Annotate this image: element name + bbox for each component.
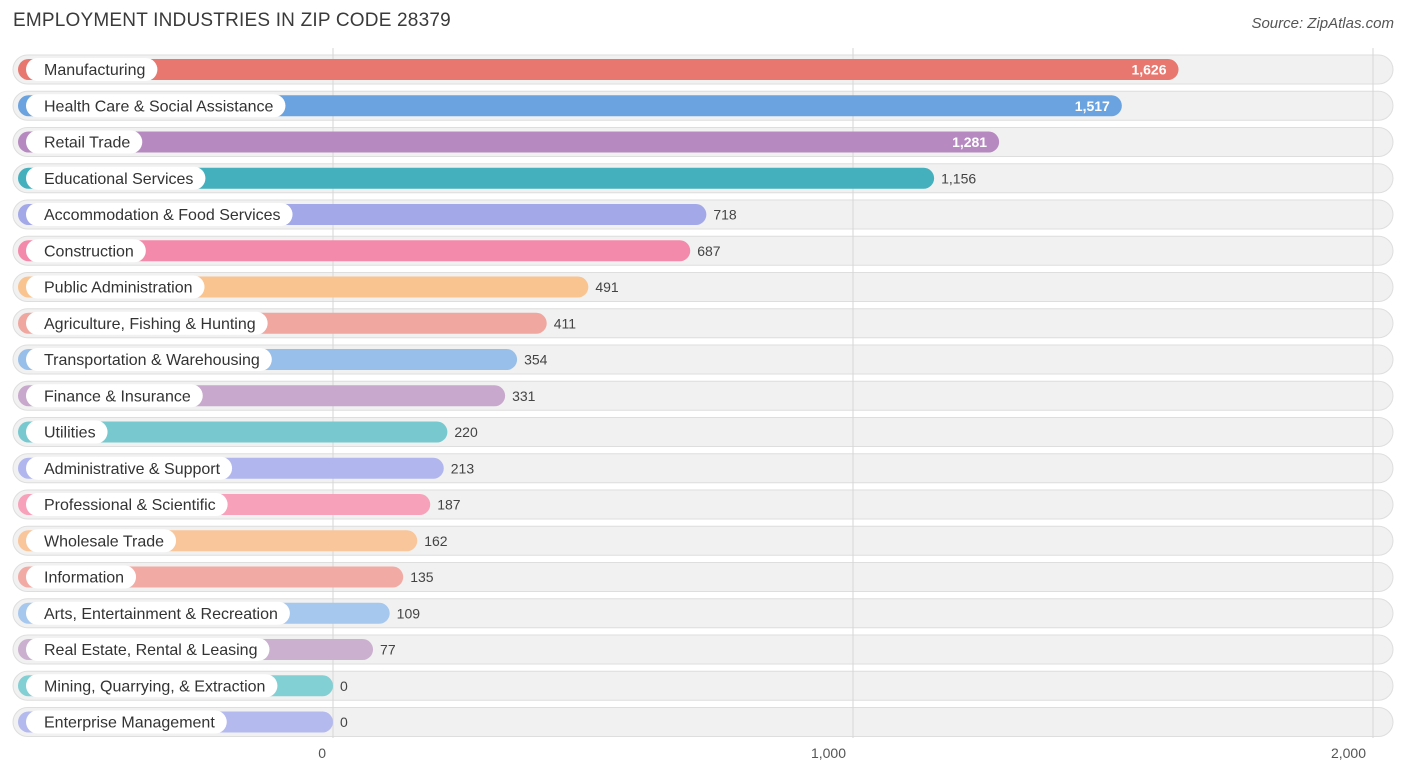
category-label-pill (26, 94, 286, 118)
category-label: Professional & Scientific (44, 497, 216, 514)
bar (18, 95, 1122, 117)
bar (18, 240, 691, 262)
row-track (12, 670, 1394, 701)
row-track (12, 707, 1394, 737)
value-label: 187 (437, 497, 461, 513)
value-label: 0 (340, 714, 348, 730)
category-label-pill (26, 601, 290, 625)
category-label-pill (26, 674, 278, 698)
value-label: 0 (340, 678, 348, 694)
value-label: 331 (512, 388, 536, 404)
category-label: Wholesale Trade (44, 533, 164, 550)
category-label-pill (26, 456, 233, 480)
value-label: 354 (524, 352, 548, 368)
category-label: Utilities (44, 425, 96, 442)
category-label-pill (26, 311, 268, 335)
category-label-pill (26, 420, 108, 444)
category-label: Arts, Entertainment & Recreation (44, 606, 278, 623)
category-label-pill (26, 166, 206, 190)
value-label: 1,517 (1075, 98, 1110, 114)
category-label-pill (26, 275, 205, 299)
x-tick-label: 0 (318, 745, 326, 761)
chart-title: EMPLOYMENT INDUSTRIES IN ZIP CODE 28379 (13, 10, 451, 31)
value-label: 109 (397, 605, 421, 621)
value-label: 491 (595, 279, 619, 295)
category-label-pill (26, 58, 158, 81)
category-label: Administrative & Support (44, 461, 221, 478)
x-tick-label: 2,000 (1331, 745, 1366, 761)
category-label-pill (26, 203, 293, 226)
bar (18, 59, 1179, 80)
source-label: Source: ZipAtlas.com (1251, 15, 1394, 32)
category-label-pill (26, 638, 270, 661)
value-label: 687 (697, 243, 721, 259)
category-label: Health Care & Social Assistance (44, 98, 274, 115)
value-label: 162 (424, 533, 448, 549)
category-label: Information (44, 570, 124, 587)
category-label: Enterprise Management (44, 715, 215, 732)
category-label-pill (26, 565, 137, 589)
value-label: 77 (380, 642, 396, 658)
value-label: 1,281 (952, 134, 987, 150)
category-label: Manufacturing (44, 62, 145, 79)
category-label: Retail Trade (44, 135, 130, 152)
value-label: 411 (554, 315, 577, 331)
category-label-pill (26, 130, 143, 154)
value-label: 718 (713, 207, 737, 223)
value-label: 1,156 (941, 170, 976, 186)
category-label-pill (26, 529, 177, 553)
category-label: Agriculture, Fishing & Hunting (44, 316, 256, 333)
value-label: 220 (454, 424, 478, 440)
category-label-pill (26, 710, 227, 734)
category-label: Real Estate, Rental & Leasing (44, 642, 257, 659)
category-label: Mining, Quarrying, & Extraction (44, 678, 265, 695)
category-label-pill (26, 493, 228, 516)
bar (18, 421, 448, 443)
bar (18, 167, 935, 189)
category-label-pill (26, 384, 203, 408)
value-label: 1,626 (1131, 62, 1166, 78)
category-label: Public Administration (44, 280, 193, 297)
category-label-pill (26, 348, 272, 371)
bar (18, 131, 1000, 153)
category-label: Construction (44, 243, 134, 260)
value-label: 135 (410, 569, 434, 585)
category-label-pill (26, 239, 146, 263)
category-label: Transportation & Warehousing (44, 352, 260, 369)
value-label: 213 (451, 460, 475, 476)
category-label: Finance & Insurance (44, 388, 191, 405)
category-label: Accommodation & Food Services (44, 207, 281, 224)
x-tick-label: 1,000 (811, 745, 846, 761)
category-label: Educational Services (44, 171, 193, 188)
